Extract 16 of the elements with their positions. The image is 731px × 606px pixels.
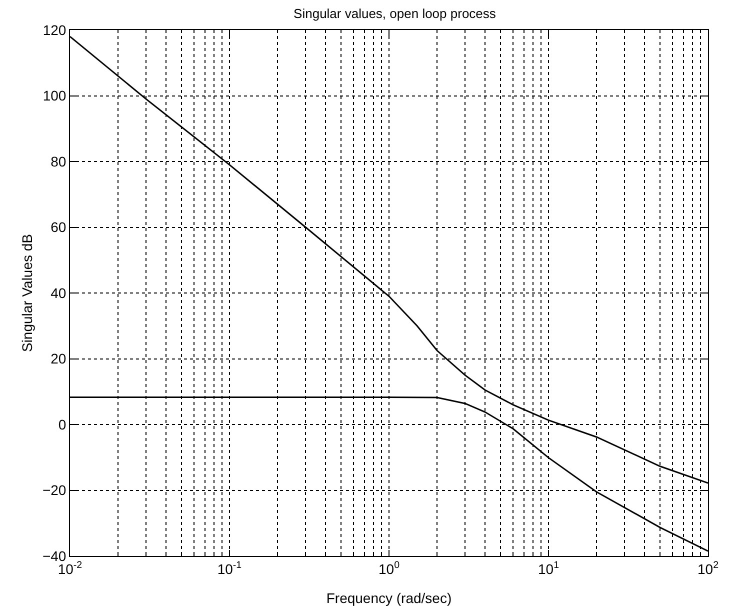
y-tick-label: 80 [50,153,66,170]
y-tick-label: 100 [42,88,66,104]
y-tick-label: 0 [58,416,66,432]
x-tick-label: 10$^{1}$ [538,560,560,577]
y-tick-label: 60 [50,219,66,236]
y-tick-label: 40 [50,284,66,301]
y-tick-label: 20 [50,350,66,367]
x-tick-label: 10$^{2}$ [697,560,719,577]
y-tick-label: −40 [42,548,66,564]
y-tick-label: 120 [42,22,66,38]
x-tick-label: 10$^{0}$ [378,560,400,577]
x-axis-title: Frequency (rad/sec) [326,590,452,606]
x-tick-label: 10$^{-1}$ [217,560,242,577]
chart-title: Singular values, open loop process [294,6,496,22]
y-tick-label: −20 [42,482,66,498]
y-axis-title: Singular Values dB [19,234,35,352]
